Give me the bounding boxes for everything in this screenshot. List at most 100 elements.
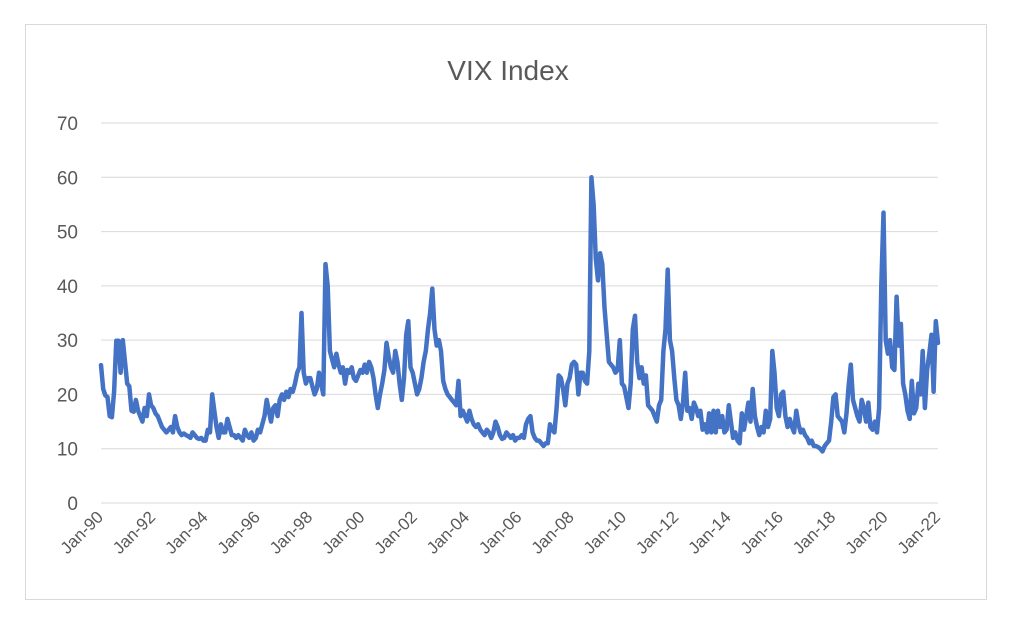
data-point [111,416,113,418]
data-point [586,383,588,385]
data-point [159,421,161,423]
data-point [458,380,459,382]
data-point [519,437,520,439]
data-point [237,434,239,436]
data-point [865,421,867,423]
data-point [645,374,647,376]
x-tick-label: Jan-00 [318,508,368,558]
data-point [179,431,180,433]
data-point [841,421,843,423]
data-point [261,423,263,425]
x-tick-label: Jan-14 [685,508,735,558]
data-point [128,385,130,387]
data-point [532,431,534,433]
data-point [734,431,736,433]
data-point [595,258,597,260]
data-point [813,445,815,447]
data-point [660,399,662,401]
data-point [575,364,577,366]
data-point [697,415,699,417]
y-tick-label: 70 [57,114,78,135]
data-point [416,393,418,395]
data-point [909,418,911,420]
data-point [146,415,148,417]
x-tick-label: Jan-04 [423,508,473,558]
data-point [259,431,261,433]
data-point [329,350,331,352]
x-tick-label: Jan-22 [894,508,944,558]
data-point [682,402,684,404]
data-point [438,339,440,341]
data-point [418,388,420,390]
data-point [763,431,765,433]
data-point [471,418,472,420]
data-point [196,437,198,439]
data-point [453,402,455,404]
data-point [473,423,475,425]
data-point [305,383,307,385]
data-point [839,418,841,420]
data-point [383,369,385,371]
data-point [569,377,571,379]
data-point [880,285,882,287]
data-point [220,423,222,425]
data-point [551,429,553,431]
data-point [902,383,904,385]
data-point [760,426,762,428]
data-point [643,383,645,385]
data-point [540,442,542,444]
data-point [242,440,244,442]
data-point [281,393,283,395]
data-point [706,431,708,433]
data-point [405,334,407,336]
data-point [327,285,329,287]
data-point [780,393,782,395]
data-point [721,415,723,417]
data-point [686,410,688,412]
data-point [710,431,712,433]
data-point [874,421,876,423]
data-point [200,437,202,439]
data-point [521,434,523,436]
data-point [717,410,719,412]
data-point [817,446,819,448]
data-point [314,393,316,395]
data-point [516,437,518,439]
data-point [678,404,680,406]
data-point [362,372,364,374]
data-point [765,410,767,412]
data-point [124,361,126,363]
data-point [617,369,619,371]
x-tick-label: Jan-92 [109,508,159,558]
data-point [632,328,634,330]
data-point [852,399,854,401]
data-point [680,418,682,420]
data-point [359,369,361,371]
data-point [346,369,348,371]
data-point [739,442,741,444]
data-point [240,437,241,439]
data-point [863,407,865,409]
data-point [654,415,656,417]
data-point [477,423,479,425]
data-point [205,440,207,442]
x-tick-label: Jan-20 [841,508,891,558]
data-point [732,437,734,439]
data-point [157,415,159,417]
data-point [353,377,355,379]
x-tick-label: Jan-02 [371,508,421,558]
data-point [614,372,616,374]
data-point [307,377,309,379]
data-point [601,263,603,265]
data-point [368,361,370,363]
data-point [525,423,527,425]
data-point [148,393,150,395]
data-point [209,431,211,433]
data-point [423,361,425,363]
data-point [527,418,529,420]
data-point [198,438,200,440]
data-point [536,440,538,442]
data-point [621,383,623,385]
data-point [887,353,889,355]
data-point [547,442,549,444]
